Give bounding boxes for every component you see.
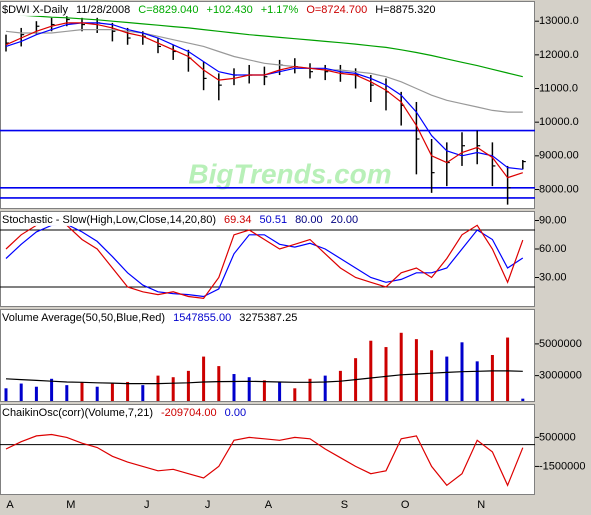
series-line [5,370,523,385]
header-bg [1,3,438,16]
volume-bar [232,374,236,401]
x-tick-label: A [265,499,273,511]
volume-bar [490,355,494,401]
y-tick-label: 12000.0 [539,49,579,61]
panel-header: ChaikinOsc(corr)(Volume,7,21) -209704.00 0… [2,407,246,419]
header-part: 50.51 [260,214,288,226]
volume-bar [414,339,418,401]
y-tick-label: 10000.0 [539,116,579,128]
volume-bar [65,385,69,401]
y-tick-label: 11000.0 [539,82,578,94]
volume-bar [338,370,342,401]
y-tick-label: -1500000 [539,460,586,472]
x-tick-label: A [6,499,14,511]
x-tick-label: O [401,499,410,511]
header-part: 20.00 [331,214,359,226]
volume-bar [384,347,388,401]
volume-bar [95,386,99,401]
header-bg [1,406,249,419]
volume-bar [278,381,282,401]
y-tick-label: 500000 [539,431,576,443]
header-part: 3275387.25 [239,312,297,324]
plot-area [0,221,535,300]
plot-area [4,332,525,401]
volume-bar [521,398,525,401]
y-tick-label: 13000.0 [539,15,579,27]
plot-area [0,433,535,487]
y-tick-label: 8000.00 [539,183,579,195]
header-part: H=8875.320 [375,4,435,16]
volume-bar [50,378,54,401]
volume-bar [19,383,23,401]
volume-bar [34,386,38,401]
y-tick-label: 60.00 [539,243,567,255]
series-line [5,29,523,113]
header-part: 1547855.00 [173,312,231,324]
volume-bar [126,381,130,401]
volume-bar [369,340,373,401]
volume-bar [262,380,266,401]
header-part: 11/28/2008 [76,4,130,16]
volume-bar [4,388,8,401]
y-tick-label: 5000000 [539,338,582,350]
header-part: 69.34 [224,214,252,226]
header-part: $DWI X-Daily [2,4,69,16]
panel [0,211,535,307]
header-part: Volume Average(50,50,Blue,Red) [2,312,165,324]
volume-bar [156,375,160,401]
header-part: C=8829.040 [138,4,198,16]
volume-bar [506,337,510,401]
x-tick-label: J [144,499,150,511]
y-tick-label: 9000.00 [539,150,579,162]
volume-bar [80,381,84,401]
header-part: +102.430 [207,4,253,16]
x-tick-label: J [205,499,211,511]
volume-bar [445,356,449,401]
volume-bar [141,385,145,401]
plot-area: BigTrends.com [0,13,535,205]
volume-bar [171,377,175,401]
volume-bar [293,388,297,401]
volume-bar [247,377,251,401]
watermark: BigTrends.com [188,158,391,189]
panel-header: Volume Average(50,50,Blue,Red) 1547855.00… [2,312,297,324]
volume-bar [430,350,434,401]
volume-bar [202,356,206,401]
volume-bar [110,383,114,401]
y-tick-label: 30.00 [539,271,567,283]
y-tick-label: 3000000 [539,370,582,382]
x-tick-label: M [66,499,75,511]
series-line [5,221,524,300]
header-part: -209704.00 [161,407,217,419]
header-part: 0.00 [225,407,246,419]
panel-header: $DWI X-Daily 11/28/2008 C=8829.040 +102.430… [2,4,435,16]
header-part: 80.00 [295,214,323,226]
volume-bar [323,375,327,401]
header-part: Stochastic - Slow(High,Low,Close,14,20,8… [2,214,216,226]
header-part: +1.17% [261,4,299,16]
y-tick-label: 90.00 [539,214,567,226]
header-part: ChaikinOsc(corr)(Volume,7,21) [2,407,153,419]
volume-bar [308,378,312,401]
panel-header: Stochastic - Slow(High,Low,Close,14,20,8… [2,214,358,226]
header-bg [1,311,300,324]
series-line [5,22,523,179]
volume-bar [399,332,403,401]
volume-bar [217,366,221,401]
panel [0,404,535,495]
x-tick-label: S [341,499,348,511]
x-tick-label: N [477,499,485,511]
volume-bar [186,370,190,401]
series-line [5,13,523,78]
header-bg [1,213,361,226]
volume-bar [475,361,479,401]
header-part: O=8724.700 [306,4,367,16]
series-line [5,433,524,487]
